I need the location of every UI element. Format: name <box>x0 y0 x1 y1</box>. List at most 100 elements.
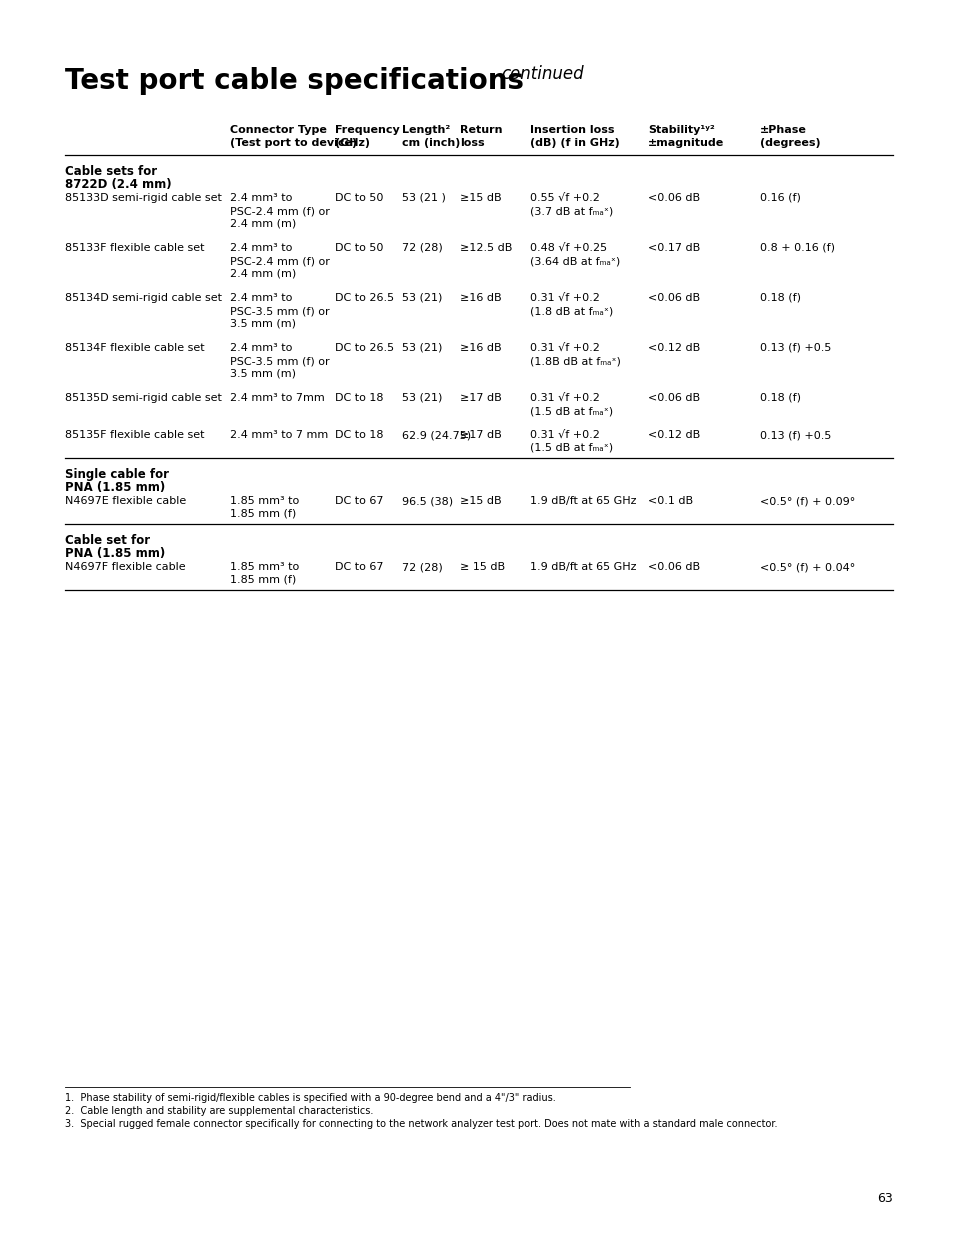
Text: 1.85 mm³ to: 1.85 mm³ to <box>230 562 299 572</box>
Text: 0.55 √f +0.2: 0.55 √f +0.2 <box>530 193 599 203</box>
Text: (dB) (f in GHz): (dB) (f in GHz) <box>530 138 619 148</box>
Text: 0.8 + 0.16 (f): 0.8 + 0.16 (f) <box>760 243 834 253</box>
Text: 3.  Special rugged female connector specifically for connecting to the network a: 3. Special rugged female connector speci… <box>65 1119 777 1129</box>
Text: 2.4 mm³ to: 2.4 mm³ to <box>230 293 292 303</box>
Text: Cable sets for: Cable sets for <box>65 165 157 178</box>
Text: (degrees): (degrees) <box>760 138 820 148</box>
Text: Frequency: Frequency <box>335 125 399 135</box>
Text: DC to 67: DC to 67 <box>335 496 383 506</box>
Text: loss: loss <box>459 138 484 148</box>
Text: DC to 18: DC to 18 <box>335 430 383 440</box>
Text: Cable set for: Cable set for <box>65 534 150 547</box>
Text: DC to 18: DC to 18 <box>335 393 383 403</box>
Text: Stability¹ʸ²: Stability¹ʸ² <box>647 125 714 135</box>
Text: (1.5 dB at fₘₐˣ): (1.5 dB at fₘₐˣ) <box>530 406 613 416</box>
Text: 1.85 mm³ to: 1.85 mm³ to <box>230 496 299 506</box>
Text: <0.06 dB: <0.06 dB <box>647 562 700 572</box>
Text: DC to 50: DC to 50 <box>335 243 383 253</box>
Text: PSC-2.4 mm (f) or: PSC-2.4 mm (f) or <box>230 206 330 216</box>
Text: ≥16 dB: ≥16 dB <box>459 293 501 303</box>
Text: ≥16 dB: ≥16 dB <box>459 343 501 353</box>
Text: Return: Return <box>459 125 502 135</box>
Text: N4697E flexible cable: N4697E flexible cable <box>65 496 186 506</box>
Text: 0.13 (f) +0.5: 0.13 (f) +0.5 <box>760 343 830 353</box>
Text: 53 (21): 53 (21) <box>401 393 442 403</box>
Text: 2.4 mm³ to: 2.4 mm³ to <box>230 193 292 203</box>
Text: Length²: Length² <box>401 125 450 135</box>
Text: cm (inch): cm (inch) <box>401 138 460 148</box>
Text: ±Phase: ±Phase <box>760 125 806 135</box>
Text: Single cable for: Single cable for <box>65 468 169 480</box>
Text: 62.9 (24.75): 62.9 (24.75) <box>401 430 471 440</box>
Text: ≥15 dB: ≥15 dB <box>459 496 501 506</box>
Text: 0.13 (f) +0.5: 0.13 (f) +0.5 <box>760 430 830 440</box>
Text: (1.8B dB at fₘₐˣ): (1.8B dB at fₘₐˣ) <box>530 356 620 366</box>
Text: 0.31 √f +0.2: 0.31 √f +0.2 <box>530 293 599 303</box>
Text: 72 (28): 72 (28) <box>401 562 442 572</box>
Text: 0.16 (f): 0.16 (f) <box>760 193 800 203</box>
Text: 53 (21 ): 53 (21 ) <box>401 193 445 203</box>
Text: 85135D semi-rigid cable set: 85135D semi-rigid cable set <box>65 393 222 403</box>
Text: 2.4 mm³ to: 2.4 mm³ to <box>230 243 292 253</box>
Text: continued: continued <box>500 65 583 83</box>
Text: 0.48 √f +0.25: 0.48 √f +0.25 <box>530 243 606 253</box>
Text: ≥15 dB: ≥15 dB <box>459 193 501 203</box>
Text: <0.06 dB: <0.06 dB <box>647 293 700 303</box>
Text: ≥ 15 dB: ≥ 15 dB <box>459 562 504 572</box>
Text: PSC-3.5 mm (f) or: PSC-3.5 mm (f) or <box>230 306 330 316</box>
Text: 3.5 mm (m): 3.5 mm (m) <box>230 319 295 329</box>
Text: <0.12 dB: <0.12 dB <box>647 430 700 440</box>
Text: (3.64 dB at fₘₐˣ): (3.64 dB at fₘₐˣ) <box>530 256 619 266</box>
Text: <0.17 dB: <0.17 dB <box>647 243 700 253</box>
Text: <0.1 dB: <0.1 dB <box>647 496 693 506</box>
Text: ≥17 dB: ≥17 dB <box>459 393 501 403</box>
Text: 3.5 mm (m): 3.5 mm (m) <box>230 369 295 379</box>
Text: 1.  Phase stability of semi-rigid/flexible cables is specified with a 90-degree : 1. Phase stability of semi-rigid/flexibl… <box>65 1093 556 1103</box>
Text: DC to 67: DC to 67 <box>335 562 383 572</box>
Text: <0.06 dB: <0.06 dB <box>647 393 700 403</box>
Text: 1.85 mm (f): 1.85 mm (f) <box>230 509 296 519</box>
Text: ≥12.5 dB: ≥12.5 dB <box>459 243 512 253</box>
Text: 2.4 mm³ to 7mm: 2.4 mm³ to 7mm <box>230 393 324 403</box>
Text: 1.9 dB/ft at 65 GHz: 1.9 dB/ft at 65 GHz <box>530 496 636 506</box>
Text: ≥17 dB: ≥17 dB <box>459 430 501 440</box>
Text: 53 (21): 53 (21) <box>401 343 442 353</box>
Text: <0.12 dB: <0.12 dB <box>647 343 700 353</box>
Text: 2.4 mm (m): 2.4 mm (m) <box>230 219 296 228</box>
Text: 63: 63 <box>877 1192 892 1205</box>
Text: 85135F flexible cable set: 85135F flexible cable set <box>65 430 204 440</box>
Text: 0.31 √f +0.2: 0.31 √f +0.2 <box>530 393 599 403</box>
Text: PSC-2.4 mm (f) or: PSC-2.4 mm (f) or <box>230 256 330 266</box>
Text: PSC-3.5 mm (f) or: PSC-3.5 mm (f) or <box>230 356 330 366</box>
Text: 85134D semi-rigid cable set: 85134D semi-rigid cable set <box>65 293 222 303</box>
Text: 85133D semi-rigid cable set: 85133D semi-rigid cable set <box>65 193 222 203</box>
Text: 0.31 √f +0.2: 0.31 √f +0.2 <box>530 343 599 353</box>
Text: 2.4 mm³ to 7 mm: 2.4 mm³ to 7 mm <box>230 430 328 440</box>
Text: 96.5 (38): 96.5 (38) <box>401 496 453 506</box>
Text: (GHz): (GHz) <box>335 138 370 148</box>
Text: 8722D (2.4 mm): 8722D (2.4 mm) <box>65 178 172 191</box>
Text: Insertion loss: Insertion loss <box>530 125 614 135</box>
Text: 85133F flexible cable set: 85133F flexible cable set <box>65 243 204 253</box>
Text: PNA (1.85 mm): PNA (1.85 mm) <box>65 547 165 559</box>
Text: 53 (21): 53 (21) <box>401 293 442 303</box>
Text: Test port cable specifications: Test port cable specifications <box>65 67 523 95</box>
Text: N4697F flexible cable: N4697F flexible cable <box>65 562 186 572</box>
Text: DC to 50: DC to 50 <box>335 193 383 203</box>
Text: 1.9 dB/ft at 65 GHz: 1.9 dB/ft at 65 GHz <box>530 562 636 572</box>
Text: 85134F flexible cable set: 85134F flexible cable set <box>65 343 204 353</box>
Text: <0.06 dB: <0.06 dB <box>647 193 700 203</box>
Text: Connector Type: Connector Type <box>230 125 327 135</box>
Text: (1.8 dB at fₘₐˣ): (1.8 dB at fₘₐˣ) <box>530 306 613 316</box>
Text: (Test port to device): (Test port to device) <box>230 138 356 148</box>
Text: PNA (1.85 mm): PNA (1.85 mm) <box>65 480 165 494</box>
Text: <0.5° (f) + 0.09°: <0.5° (f) + 0.09° <box>760 496 854 506</box>
Text: 2.4 mm³ to: 2.4 mm³ to <box>230 343 292 353</box>
Text: 72 (28): 72 (28) <box>401 243 442 253</box>
Text: ±magnitude: ±magnitude <box>647 138 723 148</box>
Text: DC to 26.5: DC to 26.5 <box>335 343 394 353</box>
Text: DC to 26.5: DC to 26.5 <box>335 293 394 303</box>
Text: 0.18 (f): 0.18 (f) <box>760 293 801 303</box>
Text: 0.18 (f): 0.18 (f) <box>760 393 801 403</box>
Text: <0.5° (f) + 0.04°: <0.5° (f) + 0.04° <box>760 562 854 572</box>
